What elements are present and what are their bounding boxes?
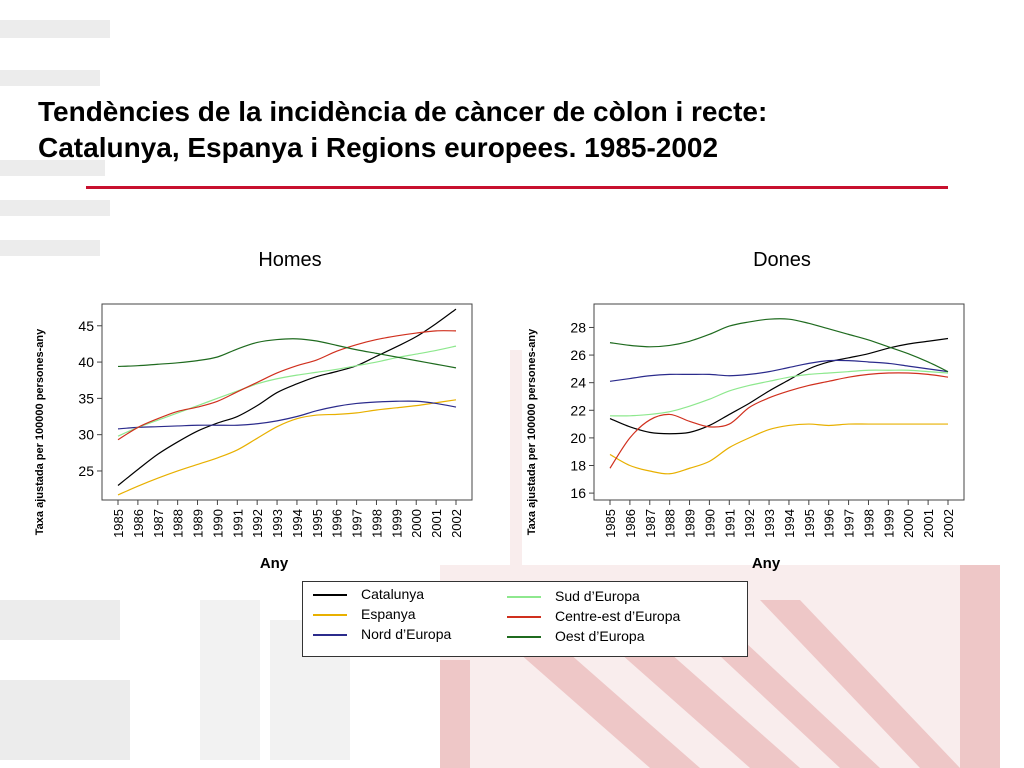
x-tick-label: 1998 bbox=[369, 509, 384, 538]
legend-swatch bbox=[507, 616, 541, 618]
legend-label: Oest d’Europa bbox=[555, 628, 645, 644]
legend-label: Centre-est d’Europa bbox=[555, 608, 681, 624]
legend-swatch bbox=[313, 634, 347, 636]
series-line-nord-d-europa bbox=[609, 359, 949, 382]
x-tick-label: 1995 bbox=[802, 509, 817, 538]
legend: Catalunya Espanya Nord d’Europa Sud d’Eu… bbox=[302, 581, 748, 657]
chart-dones: Dones 16 18 20 22 24 26 28 1985 1986 1987 1988 1989 1… bbox=[522, 240, 1002, 580]
chart-panel bbox=[522, 258, 1002, 565]
legend-swatch bbox=[313, 614, 347, 616]
x-tick-label: 1991 bbox=[722, 509, 737, 538]
x-tick-label: 1986 bbox=[131, 509, 146, 538]
legend-label: Sud d’Europa bbox=[555, 588, 640, 604]
x-tick-label: 1999 bbox=[389, 509, 404, 538]
x-tick-label: 1986 bbox=[623, 509, 638, 538]
y-tick-label: 24 bbox=[570, 375, 586, 391]
chart-homes: Homes 25 30 35 40 45 1985 1986 1987 1988 1989 1990 1… bbox=[30, 240, 510, 580]
x-tick-label: 1994 bbox=[290, 509, 305, 538]
x-tick-label: 1988 bbox=[663, 509, 678, 538]
legend-swatch bbox=[507, 636, 541, 638]
chart-title: Dones bbox=[753, 249, 811, 271]
y-axis-label: Taxa ajustada per 100000 persones-any bbox=[34, 328, 46, 535]
title-line-1: Tendències de la incidència de càncer de… bbox=[38, 96, 768, 127]
x-tick-label: 1985 bbox=[603, 509, 618, 538]
x-tick-label: 1994 bbox=[782, 509, 797, 538]
y-tick-label: 45 bbox=[78, 318, 94, 334]
x-tick-label: 1987 bbox=[151, 509, 166, 538]
y-tick-label: 20 bbox=[570, 430, 586, 446]
chart-panel bbox=[30, 258, 510, 565]
series-line-oest-d-europa bbox=[117, 338, 457, 369]
y-tick-label: 25 bbox=[78, 463, 94, 479]
legend-label: Catalunya bbox=[361, 586, 425, 602]
page-title: Tendències de la incidència de càncer de… bbox=[38, 94, 978, 166]
legend-swatch bbox=[313, 594, 347, 596]
x-tick-label: 1990 bbox=[702, 509, 717, 538]
legend-swatch bbox=[507, 596, 541, 598]
x-tick-label: 1997 bbox=[350, 509, 365, 538]
x-tick-label: 1985 bbox=[111, 509, 126, 538]
y-tick-label: 35 bbox=[78, 390, 94, 406]
series-line-centre-est-d-europa bbox=[117, 330, 457, 441]
legend-label: Espanya bbox=[361, 606, 416, 622]
x-tick-label: 1997 bbox=[842, 509, 857, 538]
x-tick-label: 2001 bbox=[429, 509, 444, 538]
x-tick-label: 2002 bbox=[449, 509, 464, 538]
x-tick-label: 1992 bbox=[250, 509, 265, 538]
x-tick-label: 1999 bbox=[881, 509, 896, 538]
x-axis-label: Any bbox=[752, 555, 781, 572]
plot-frame bbox=[101, 303, 473, 501]
x-tick-label: 1992 bbox=[742, 509, 757, 538]
x-tick-label: 1990 bbox=[210, 509, 225, 538]
x-tick-label: 1989 bbox=[191, 509, 206, 538]
x-tick-label: 1991 bbox=[230, 509, 245, 538]
x-tick-label: 1995 bbox=[310, 509, 325, 538]
x-tick-label: 2000 bbox=[409, 509, 424, 538]
y-tick-label: 22 bbox=[570, 402, 586, 418]
x-tick-label: 1993 bbox=[762, 509, 777, 538]
x-tick-label: 2001 bbox=[921, 509, 936, 538]
plot-frame bbox=[593, 303, 965, 501]
x-tick-label: 1989 bbox=[683, 509, 698, 538]
x-tick-label: 1996 bbox=[330, 509, 345, 538]
series-line-centre-est-d-europa bbox=[609, 372, 949, 469]
x-axis-label: Any bbox=[260, 555, 289, 572]
x-tick-label: 1993 bbox=[270, 509, 285, 538]
series-line-espanya bbox=[117, 399, 457, 496]
legend-label: Nord d’Europa bbox=[361, 626, 452, 642]
series-line-catalunya bbox=[117, 308, 457, 486]
y-tick-label: 30 bbox=[78, 427, 94, 443]
x-tick-label: 1998 bbox=[861, 509, 876, 538]
x-tick-label: 1987 bbox=[643, 509, 658, 538]
y-tick-label: 28 bbox=[570, 319, 586, 335]
series-line-sud-d-europa bbox=[609, 369, 949, 417]
x-tick-label: 2002 bbox=[941, 509, 956, 538]
title-line-2: Catalunya, Espanya i Regions europees. 1… bbox=[38, 132, 719, 163]
y-tick-label: 40 bbox=[78, 354, 94, 370]
chart-svg: Homes 25 30 35 40 45 1985 1986 1987 1988 1989 1990 1… bbox=[30, 249, 510, 572]
x-tick-label: 2000 bbox=[901, 509, 916, 538]
y-tick-label: 26 bbox=[570, 347, 586, 363]
series-line-nord-d-europa bbox=[117, 400, 457, 430]
chart-svg: Dones 16 18 20 22 24 26 28 1985 1986 1987 1988 1989 1… bbox=[522, 249, 1002, 572]
x-tick-label: 1988 bbox=[171, 509, 186, 538]
chart-title: Homes bbox=[258, 249, 321, 271]
y-tick-label: 16 bbox=[570, 485, 586, 501]
y-axis-label: Taxa ajustada per 100000 persones-any bbox=[526, 328, 538, 535]
x-tick-label: 1996 bbox=[822, 509, 837, 538]
series-line-oest-d-europa bbox=[609, 318, 949, 373]
series-line-espanya bbox=[609, 423, 948, 475]
title-divider bbox=[86, 186, 948, 189]
y-tick-label: 18 bbox=[570, 457, 586, 473]
